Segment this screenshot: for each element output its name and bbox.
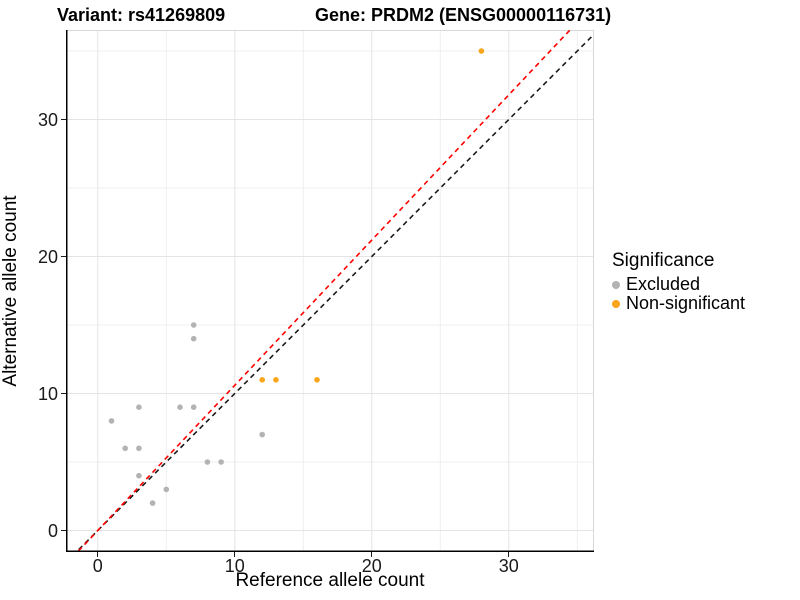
y-tick-mark [61, 393, 66, 394]
x-tick-mark [97, 552, 99, 557]
data-point-excluded [190, 322, 197, 328]
excluded-dot-icon [612, 280, 620, 289]
y-tick-mark [61, 530, 66, 531]
data-point-excluded [259, 431, 265, 438]
legend-item-label: Non-significant [626, 293, 746, 313]
data-point-excluded [108, 418, 115, 424]
y-tick-label: 10 [37, 383, 58, 404]
plot-panel [65, 3, 595, 565]
data-point-excluded [136, 404, 142, 411]
data-point-excluded [136, 472, 142, 479]
y-tick-mark [61, 119, 66, 120]
legend-item-excluded: Excluded [612, 275, 745, 294]
data-point-excluded [149, 500, 156, 506]
data-point-excluded [122, 445, 128, 452]
data-point-excluded [136, 445, 142, 452]
variant-title: Variant: rs41269809 [57, 5, 226, 25]
data-point-non-significant [259, 377, 265, 383]
data-point-non-significant [273, 377, 279, 383]
legend-title: Significance [612, 250, 715, 271]
x-tick-label: 0 [92, 556, 103, 576]
data-point-non-significant [478, 48, 485, 54]
x-tick-mark [234, 552, 236, 557]
x-tick-mark [508, 552, 510, 557]
legend-item-non-significant: Non-significant [612, 294, 745, 313]
x-tick-label: 20 [361, 556, 382, 576]
x-tick-label: 10 [224, 556, 245, 576]
data-point-excluded [177, 404, 183, 411]
gene-title: Gene: PRDM2 (ENSG00000116731) [315, 5, 612, 25]
y-tick-label: 30 [37, 109, 58, 130]
legend: Significance Excluded Non-significant [612, 250, 745, 313]
y-tick-mark [61, 256, 66, 257]
y-tick-label: 20 [37, 246, 58, 267]
data-point-excluded [163, 486, 170, 493]
legend-item-label: Excluded [626, 274, 701, 294]
non-significant-dot-icon [612, 299, 620, 308]
x-tick-mark [371, 552, 373, 557]
data-point-excluded [190, 335, 197, 342]
data-point-non-significant [314, 377, 320, 383]
x-axis-title: Reference allele count [235, 570, 425, 591]
y-tick-label: 0 [47, 520, 58, 541]
x-tick-label: 30 [498, 556, 519, 576]
data-point-excluded [190, 404, 197, 411]
data-point-excluded [218, 459, 224, 465]
y-axis-title: Alternative allele count [0, 195, 21, 387]
plot-canvas [65, 3, 595, 565]
data-point-excluded [204, 459, 211, 465]
